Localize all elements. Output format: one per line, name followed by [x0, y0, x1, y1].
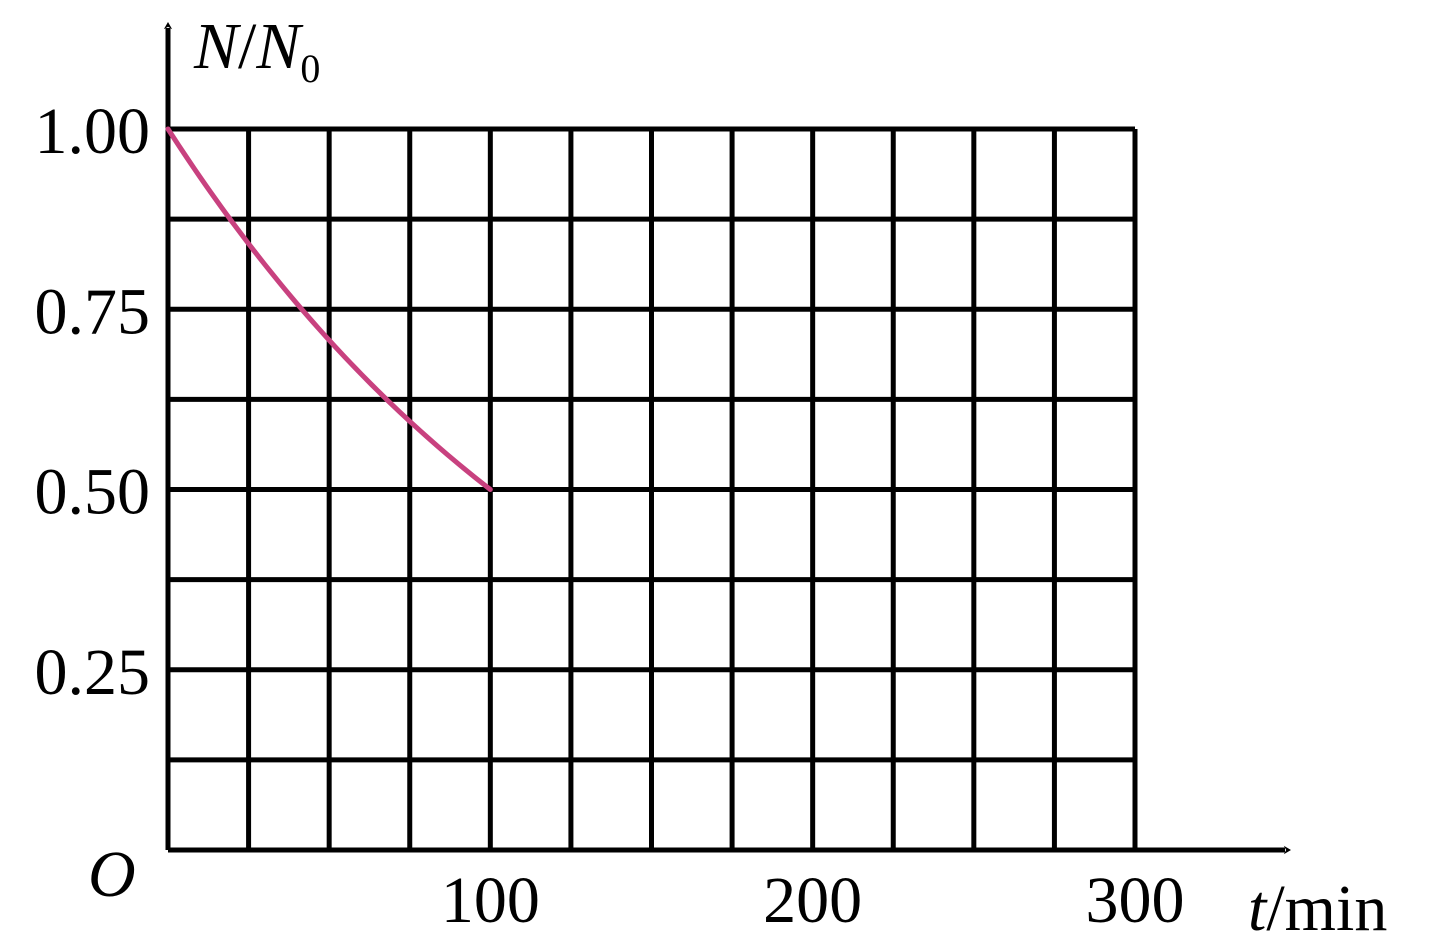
grid — [165, 126, 1138, 853]
x-tick-label-0: 100 — [441, 864, 540, 937]
y-axis-sep: / — [238, 10, 257, 83]
x-axis-title: t/min — [1248, 872, 1387, 944]
x-axis-unit: /min — [1266, 872, 1387, 944]
y-tick-label-1: 0.75 — [35, 275, 151, 348]
y-axis-var2: N — [255, 10, 304, 83]
y-tick-label-3: 0.25 — [35, 636, 151, 709]
y-axis-title: N/N0 — [193, 10, 320, 91]
x-tick-label-1: 200 — [763, 864, 862, 937]
axes — [163, 22, 1291, 855]
y-tick-label-2: 0.50 — [35, 456, 151, 529]
x-tick-label-2: 300 — [1086, 864, 1185, 937]
series-line-0 — [165, 126, 493, 492]
tick-labels: 100 200 300 1.00 0.75 0.50 0.25 — [35, 95, 1185, 937]
series-layer — [165, 126, 493, 492]
x-axis-var: t — [1248, 872, 1268, 944]
origin-label: O — [88, 838, 136, 911]
y-axis-sub: 0 — [300, 46, 320, 91]
y-axis-var: N — [193, 10, 242, 83]
y-tick-label-0: 1.00 — [35, 95, 151, 168]
